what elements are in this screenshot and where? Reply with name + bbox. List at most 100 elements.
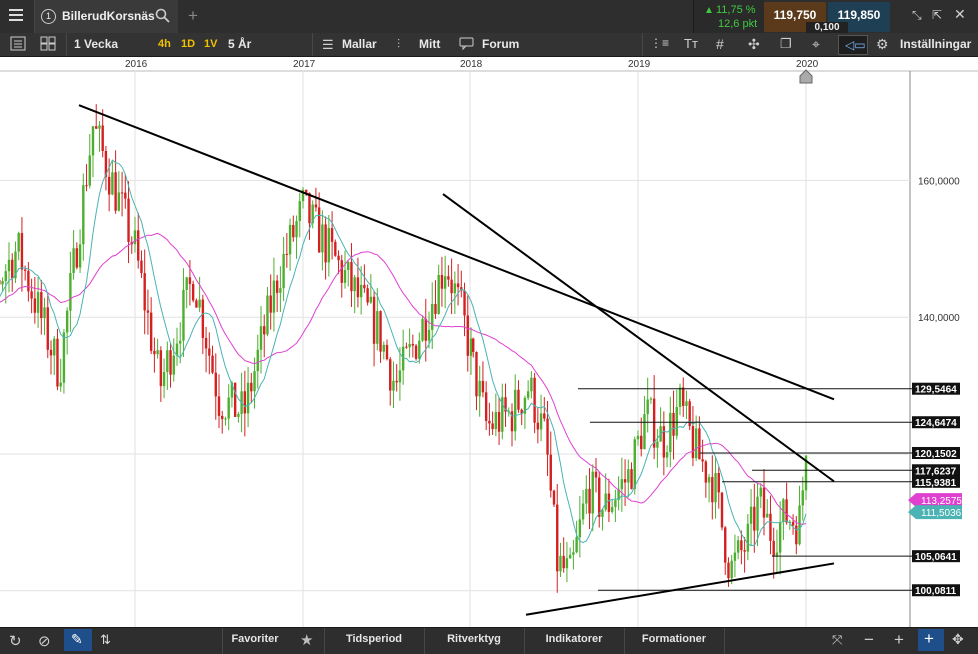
grid-icon[interactable]: # xyxy=(716,36,724,52)
candle-body xyxy=(253,371,256,392)
sell-price-button[interactable]: 119,750 xyxy=(764,2,826,32)
tag-icon: ◁▭ xyxy=(845,38,866,52)
menu-icon[interactable] xyxy=(8,8,26,26)
instrument-tab[interactable]: 1 BillerudKorsnäs xyxy=(35,0,178,33)
target-icon[interactable]: ⌖ xyxy=(812,36,820,52)
candle-body xyxy=(259,326,263,350)
candle-body xyxy=(701,459,704,462)
search-icon[interactable] xyxy=(155,8,170,26)
candle-body xyxy=(601,509,604,517)
candle-body xyxy=(204,337,208,349)
candle-body xyxy=(146,310,150,313)
sort-icon[interactable]: ⇅ xyxy=(100,632,111,647)
favorites-button[interactable]: Favoriter xyxy=(231,633,279,645)
period-button[interactable]: Tidsperiod xyxy=(345,633,403,645)
candle-body xyxy=(759,487,762,497)
candle-body xyxy=(633,439,636,489)
candle-body xyxy=(530,377,533,392)
candle-body xyxy=(11,259,14,279)
mine-icon: ⫶ xyxy=(397,37,401,51)
candle-body xyxy=(469,338,473,356)
candle-body xyxy=(414,345,418,359)
crosshair-toggle[interactable]: + xyxy=(918,629,944,651)
interval-1v[interactable]: 1V xyxy=(204,38,218,50)
candle-body xyxy=(227,397,230,419)
range-select[interactable]: 5 År xyxy=(228,37,252,51)
candle-body xyxy=(153,350,156,355)
layout-icon[interactable] xyxy=(40,36,56,54)
period-select[interactable]: 1 Vecka xyxy=(74,37,119,51)
candle-body xyxy=(107,176,111,195)
candle-body xyxy=(565,558,569,569)
candle-body xyxy=(720,492,724,528)
candle-body xyxy=(443,276,447,289)
settings-button[interactable]: Inställningar xyxy=(900,37,972,51)
popout-icon[interactable]: ⇱ xyxy=(932,8,943,22)
candle-body xyxy=(472,338,475,352)
candle-body xyxy=(334,241,337,256)
candle-body xyxy=(56,338,59,387)
collapse-icon[interactable]: ⤡ xyxy=(912,8,922,22)
indicators-button[interactable]: Indikatorer xyxy=(545,633,603,645)
chart-toolbar: 1 Vecka 4h 1D 1V 5 År ☰ Mallar ⫶ Mitt Fo… xyxy=(0,33,978,57)
crosshair-icon[interactable]: ✣ xyxy=(748,36,760,52)
formations-button[interactable]: Formationer xyxy=(641,633,707,645)
change-percent: 11,75 % xyxy=(716,4,756,16)
candle-body xyxy=(588,488,591,514)
scale-icon[interactable]: ⋮≡ xyxy=(650,36,670,50)
candle-body xyxy=(463,290,466,316)
fit-icon[interactable]: ⤧ xyxy=(832,632,843,647)
zoom-in-icon[interactable]: + xyxy=(894,630,904,649)
candle-body xyxy=(526,391,530,398)
close-icon[interactable]: ✕ xyxy=(954,6,966,22)
candle-body xyxy=(711,477,714,503)
bottom-bar: ↻ ⊘ ✎ ⇅ Favoriter ★ Tidsperiod Ritverkty… xyxy=(0,627,978,654)
candle-body xyxy=(179,340,182,344)
mine-button[interactable]: Mitt xyxy=(419,37,441,51)
text-tool-icon[interactable]: Tт xyxy=(684,36,698,51)
candle-body xyxy=(0,279,1,285)
candle-body xyxy=(533,377,536,423)
candle-body xyxy=(324,224,327,263)
block-icon[interactable]: ⊘ xyxy=(38,633,51,650)
zoom-out-icon[interactable]: − xyxy=(864,630,874,649)
copy-icon[interactable]: ❐ xyxy=(780,36,792,51)
candle-body xyxy=(124,192,127,199)
tag-button[interactable]: ◁▭ xyxy=(838,35,868,55)
forum-button[interactable]: Forum xyxy=(482,37,520,51)
list-icon[interactable] xyxy=(10,36,26,54)
candle-body xyxy=(539,413,543,430)
candle-body xyxy=(610,506,614,512)
candle-body xyxy=(491,423,494,430)
drawing-tools-button[interactable]: Ritverktyg xyxy=(447,633,501,645)
chart-canvas[interactable]: 2016 2017 2018 2019 2020 160,0000 140,0000 129,… xyxy=(0,57,978,627)
candle-body xyxy=(478,380,481,397)
ma-long-line xyxy=(0,232,807,525)
templates-button[interactable]: Mallar xyxy=(342,37,377,51)
candle-body xyxy=(698,428,701,460)
move-icon[interactable]: ✥ xyxy=(952,631,964,647)
candle-body xyxy=(379,311,382,352)
candle-body xyxy=(214,372,217,397)
candle-body xyxy=(510,411,514,432)
pencil-icon: ✎ xyxy=(71,631,83,647)
interval-1d[interactable]: 1D xyxy=(181,38,196,50)
candle-body xyxy=(91,126,95,156)
candle-body xyxy=(424,318,427,341)
gear-icon[interactable]: ⚙ xyxy=(876,36,889,52)
candle-body xyxy=(182,289,185,341)
add-tab-icon[interactable]: + xyxy=(188,6,198,25)
candle-body xyxy=(369,296,373,303)
candle-body xyxy=(237,413,240,417)
candle-body xyxy=(301,189,305,202)
candle-body xyxy=(298,201,301,222)
candle-body xyxy=(340,260,343,283)
candle-body xyxy=(724,527,727,563)
interval-4h[interactable]: 4h xyxy=(158,38,171,50)
draw-button[interactable]: ✎ xyxy=(64,629,92,651)
candle-body xyxy=(185,277,188,290)
reset-icon[interactable]: ↻ xyxy=(9,633,22,650)
candle-body xyxy=(614,500,617,507)
star-icon[interactable]: ★ xyxy=(300,632,314,649)
price-chart[interactable]: 2016 2017 2018 2019 2020 160,0000 140,0000 129,… xyxy=(0,57,978,627)
